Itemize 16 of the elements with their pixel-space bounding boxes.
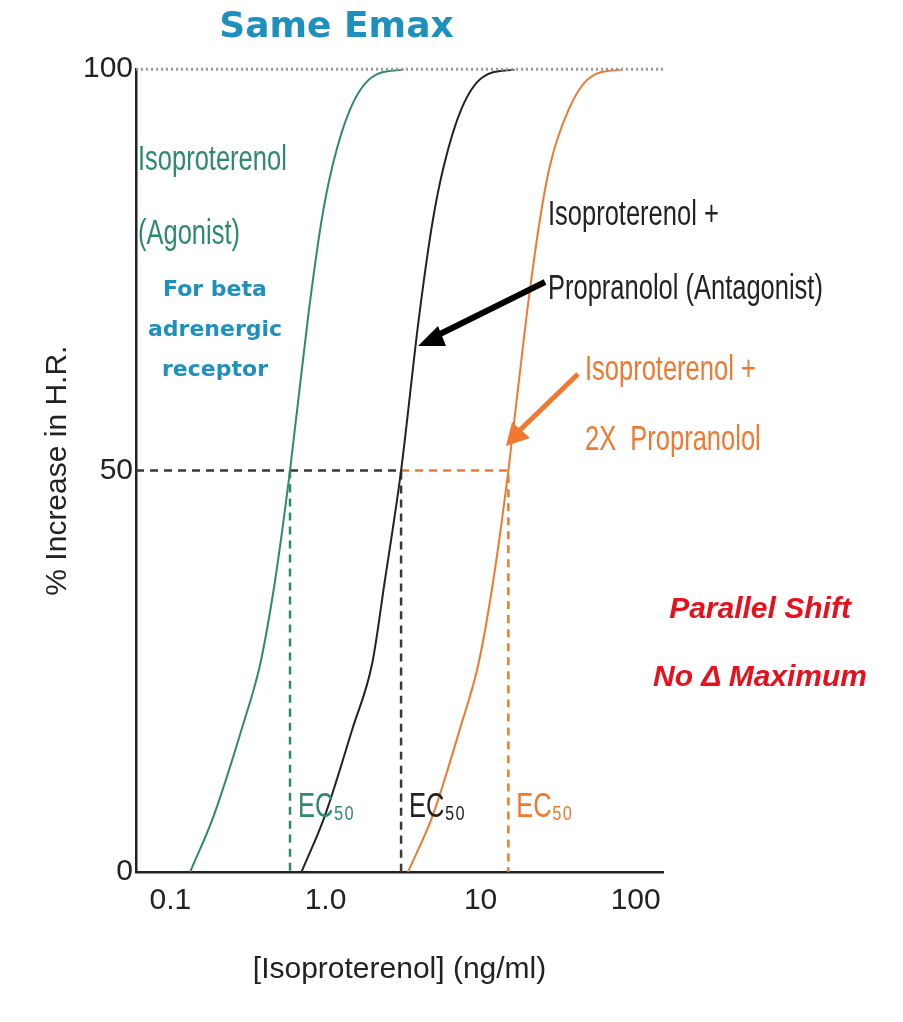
x-tick-label: 0.1 — [149, 882, 192, 916]
x-axis-title: [Isoproterenol] (ng/ml) — [252, 951, 547, 985]
legend-label: Isoproterenol + 2X Propranolol — [585, 348, 761, 457]
annotation: EC₅₀ — [516, 785, 573, 824]
chart-title: Same Emax — [219, 3, 454, 45]
y-axis-title: % Increase in H.R. — [39, 345, 73, 596]
annotation: Parallel Shift No Δ Maximum — [652, 591, 868, 693]
annotation: For beta adrenergic receptor — [147, 275, 283, 381]
x-tick-label: 100 — [610, 882, 661, 916]
x-tick-label: 1.0 — [304, 882, 347, 916]
y-tick-label: 0 — [116, 853, 134, 887]
text: Isoproterenol + Propranolol (Antagonist) — [548, 193, 823, 306]
y-tick-label: 50 — [99, 451, 134, 485]
x-tick-label: 10 — [463, 882, 498, 916]
series-label: Isoproterenol (Agonist) — [138, 138, 287, 251]
y-tick-label: 100 — [82, 50, 134, 84]
